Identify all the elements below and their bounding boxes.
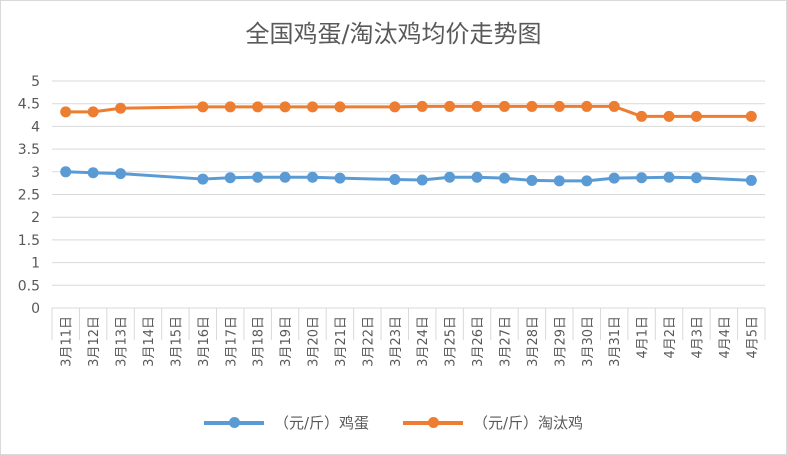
data-point-0 <box>553 175 565 187</box>
x-tick-label: 3月27日 <box>498 316 513 367</box>
y-tick-label: 2.5 <box>18 188 40 204</box>
data-point-1 <box>663 110 675 122</box>
data-point-0 <box>115 168 127 180</box>
y-tick-label: 2 <box>31 210 40 226</box>
x-tick-label: 3月18日 <box>252 316 267 367</box>
data-point-1 <box>444 100 456 112</box>
data-point-1 <box>608 100 620 112</box>
legend-label-hen: （元/斤）淘汰鸡 <box>473 414 584 432</box>
x-tick-label: 3月12日 <box>87 316 102 367</box>
data-point-1 <box>307 101 319 113</box>
data-point-0 <box>526 174 538 186</box>
x-tick-label: 3月20日 <box>307 316 322 367</box>
x-tick-label: 3月14日 <box>142 316 157 367</box>
data-point-0 <box>745 174 757 186</box>
y-tick-label: 1.5 <box>18 233 40 249</box>
x-tick-label: 3月13日 <box>115 316 130 367</box>
x-tick-label: 3月16日 <box>197 316 212 367</box>
data-point-1 <box>334 101 346 113</box>
data-point-0 <box>608 172 620 184</box>
legend-marker-egg <box>203 416 264 428</box>
x-tick-label: 3月26日 <box>471 316 486 367</box>
data-point-1 <box>581 100 593 112</box>
data-point-0 <box>279 171 291 183</box>
x-tick-label: 3月30日 <box>581 316 596 367</box>
data-point-1 <box>416 100 428 112</box>
x-tick-label: 4月3日 <box>690 316 705 359</box>
x-tick-label: 3月31日 <box>608 316 623 367</box>
data-point-1 <box>745 110 757 122</box>
y-tick-label: 4.5 <box>18 97 40 113</box>
data-point-0 <box>636 172 648 184</box>
data-point-0 <box>334 172 346 184</box>
data-point-1 <box>115 102 127 114</box>
data-point-1 <box>60 106 72 118</box>
x-tick-label: 3月22日 <box>361 316 376 367</box>
x-tick-label: 3月29日 <box>553 316 568 367</box>
series-line-1 <box>65 104 752 118</box>
data-point-0 <box>690 172 702 184</box>
legend-item-hen: （元/斤）淘汰鸡 <box>403 412 583 433</box>
y-tick-label: 3.5 <box>18 142 40 158</box>
x-tick-label: 4月2日 <box>663 316 678 359</box>
y-tick-label: 0 <box>31 301 40 317</box>
legend: （元/斤）鸡蛋 （元/斤）淘汰鸡 <box>0 412 787 433</box>
x-tick-label: 4月4日 <box>718 316 733 359</box>
x-tick-label: 3月25日 <box>444 316 459 367</box>
data-point-0 <box>416 174 428 186</box>
data-point-0 <box>87 167 99 179</box>
data-point-0 <box>252 171 264 183</box>
x-tick-label: 4月1日 <box>636 316 651 359</box>
data-point-0 <box>581 175 593 187</box>
data-point-0 <box>389 174 401 186</box>
chart-title: 全国鸡蛋/淘汰鸡均价走势图 <box>245 20 542 48</box>
y-tick-label: 4 <box>31 119 40 135</box>
data-point-1 <box>636 110 648 122</box>
y-tick-label: 5 <box>31 74 40 90</box>
data-point-0 <box>224 172 236 184</box>
data-point-1 <box>279 101 291 113</box>
data-point-1 <box>224 101 236 113</box>
data-point-0 <box>307 171 319 183</box>
y-tick-label: 1 <box>31 256 40 272</box>
y-tick-label: 0.5 <box>18 278 40 294</box>
series-line-0 <box>65 170 752 183</box>
x-tick-label: 3月24日 <box>416 316 431 367</box>
x-tick-label: 3月19日 <box>279 316 294 367</box>
data-point-1 <box>526 100 538 112</box>
x-tick-label: 4月5日 <box>745 316 760 359</box>
data-point-1 <box>252 101 264 113</box>
y-tick-label: 3 <box>31 165 40 181</box>
data-point-1 <box>389 101 401 113</box>
x-tick-label: 3月23日 <box>389 316 404 367</box>
data-point-0 <box>663 171 675 183</box>
x-tick-label: 3月28日 <box>526 316 541 367</box>
data-point-0 <box>471 171 483 183</box>
legend-marker-hen <box>403 416 463 428</box>
data-point-1 <box>197 101 209 113</box>
legend-label-egg: （元/斤）鸡蛋 <box>273 414 369 432</box>
x-tick-label: 3月15日 <box>169 316 184 367</box>
x-tick-label: 3月21日 <box>334 316 349 367</box>
data-point-1 <box>690 110 702 122</box>
legend-item-egg: （元/斤）鸡蛋 <box>203 412 369 433</box>
data-point-0 <box>444 171 456 183</box>
data-point-0 <box>498 172 510 184</box>
data-point-1 <box>553 100 565 112</box>
data-point-1 <box>87 106 99 118</box>
data-point-1 <box>498 100 510 112</box>
data-point-1 <box>471 100 483 112</box>
x-tick-label: 3月17日 <box>224 316 239 367</box>
x-tick-label: 3月11日 <box>60 316 75 367</box>
data-point-0 <box>60 166 72 178</box>
data-point-0 <box>197 173 209 185</box>
